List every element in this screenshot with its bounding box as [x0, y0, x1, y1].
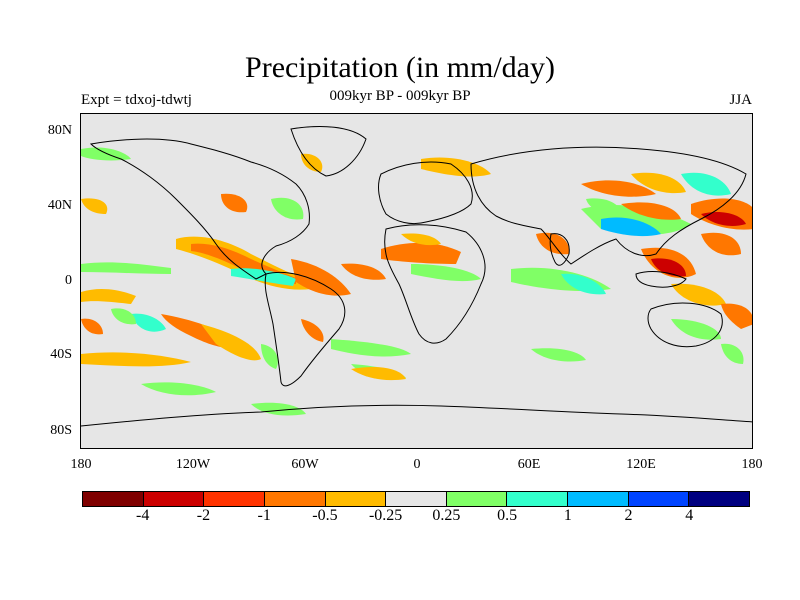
colorbar-label: -4 [136, 507, 150, 524]
anomaly-patch [586, 198, 621, 215]
colorbar-swatch [507, 492, 569, 506]
anomaly-patch [351, 367, 406, 381]
anomaly-patch [141, 382, 216, 396]
anomaly-patch [301, 319, 324, 342]
anomaly-patch [81, 147, 131, 161]
anomaly-patch [651, 258, 686, 277]
map-canvas [81, 125, 752, 427]
lat-tick-label: 80S [50, 423, 72, 438]
anomaly-patch [341, 263, 386, 280]
anomaly-patch [681, 172, 731, 196]
anomaly-patch [261, 344, 278, 369]
anomaly-patch [721, 343, 744, 364]
plot-title: Precipitation (in mm/day) [245, 51, 555, 84]
coastline-south-america [264, 271, 346, 387]
anomaly-patch [631, 172, 686, 194]
colorbar-label: -0.25 [368, 507, 403, 524]
anomaly-patch [601, 217, 661, 237]
anomaly-patch [251, 402, 306, 416]
lon-tick-label: 60E [517, 457, 541, 472]
precipitation-map [80, 113, 753, 449]
coastline-north-america [89, 138, 310, 280]
colorbar-swatch [568, 492, 629, 506]
anomaly-patch [421, 157, 491, 177]
anomaly-patch [701, 212, 746, 226]
coastline-asia [470, 146, 747, 265]
anomaly-patch [621, 202, 681, 220]
anomaly-patch [301, 153, 323, 172]
anomaly-patch [671, 319, 721, 340]
anomaly-patch [201, 324, 261, 361]
colorbar-swatch [83, 492, 144, 506]
coastline-indonesia [635, 271, 687, 288]
anomaly-patch [381, 242, 461, 264]
coastline-africa [384, 224, 486, 344]
anomaly-patch [561, 273, 606, 295]
lon-tick-label: 180 [70, 457, 92, 472]
anomaly-patch [411, 264, 481, 282]
colorbar-swatch [628, 492, 690, 506]
anomaly-patch [531, 348, 586, 362]
coastline-greenland [290, 125, 367, 177]
lat-tick-label: 0 [65, 273, 72, 288]
anomaly-patch [581, 180, 656, 197]
lat-tick-label: 40N [47, 198, 72, 213]
anomaly-patch [291, 259, 351, 296]
coastline-antarctica [81, 404, 752, 427]
lon-tick-label: 120E [626, 457, 656, 472]
lon-tick-label: 0 [413, 457, 421, 472]
colorbar-swatch [264, 492, 326, 506]
colorbar-label: 4 [685, 507, 694, 524]
anomaly-patch [721, 303, 752, 329]
coastline-australia [647, 302, 723, 348]
lat-tick-label: 40S [50, 347, 72, 362]
colorbar-label: -1 [257, 507, 271, 524]
lon-tick-label: 180 [741, 457, 763, 472]
anomaly-patch [221, 193, 248, 213]
plot-subtitle: 009kyr BP - 009kyr BP [329, 88, 471, 104]
colorbar-label: 0.25 [432, 507, 461, 524]
colorbar-swatch [386, 492, 447, 506]
lon-tick-label: 120W [175, 457, 211, 472]
colorbar-swatch [143, 492, 205, 506]
anomaly-patch [81, 289, 136, 304]
colorbar-label: 1 [563, 507, 572, 524]
coastline-europe [378, 161, 473, 225]
colorbar-label: 0.5 [497, 507, 518, 524]
coastlines [81, 125, 752, 427]
colorbar-swatch [325, 492, 387, 506]
colorbar-label: -0.5 [312, 507, 338, 524]
anomaly-patch [81, 262, 171, 274]
lat-tick-label: 80N [47, 123, 72, 138]
anomaly-patch [271, 197, 304, 220]
season-label: JJA [729, 92, 752, 108]
colorbar-swatch [446, 492, 508, 506]
anomaly-patch [81, 198, 108, 214]
anomaly-patch [81, 318, 103, 335]
colorbar [82, 491, 750, 507]
colorbar-label: -2 [196, 507, 211, 524]
anomaly-patches [81, 147, 752, 416]
anomaly-patch [671, 283, 726, 306]
anomaly-patch [131, 313, 166, 332]
colorbar-swatch [689, 492, 750, 506]
experiment-label: Expt = tdxoj-tdwtj [81, 92, 192, 108]
anomaly-patch [81, 352, 191, 367]
anomaly-patch [701, 232, 741, 256]
colorbar-label: 2 [624, 507, 633, 524]
anomaly-patch [111, 308, 136, 325]
colorbar-swatch [204, 492, 265, 506]
coastline-india [549, 233, 570, 266]
anomaly-patch [401, 233, 441, 246]
anomaly-patch [331, 339, 411, 357]
lon-tick-label: 60W [291, 457, 319, 472]
